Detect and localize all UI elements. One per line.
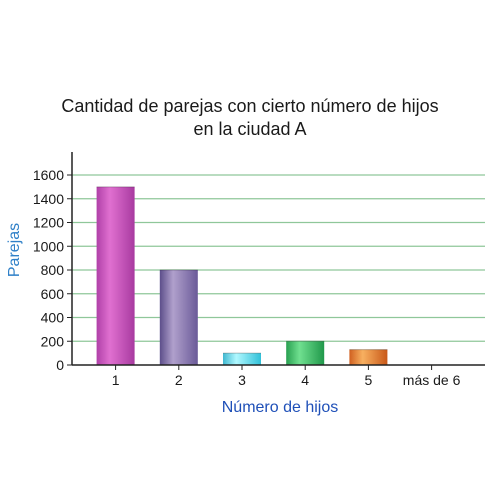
chart-title-line-1: Cantidad de parejas con cierto número de… xyxy=(61,96,439,116)
y-axis-label: Parejas xyxy=(6,223,23,277)
bars xyxy=(96,186,388,365)
x-axis-label: Número de hijos xyxy=(222,399,339,416)
y-tick-label: 1400 xyxy=(33,191,64,207)
y-tick-label: 400 xyxy=(41,310,65,326)
y-tick-label: 200 xyxy=(41,333,65,349)
y-tick-label: 1000 xyxy=(33,238,64,254)
bar-3 xyxy=(223,353,261,365)
y-tick-label: 600 xyxy=(41,286,65,302)
x-tick-label: 2 xyxy=(175,372,183,388)
bar-4 xyxy=(286,341,325,365)
x-tick-label: 1 xyxy=(112,372,120,388)
x-tick-label: 3 xyxy=(238,372,246,388)
x-tick-label: 4 xyxy=(301,372,309,388)
bar-2 xyxy=(159,270,198,365)
x-tick-labels: 1 2 3 4 5 más de 6 xyxy=(112,372,461,388)
y-tick-label: 0 xyxy=(56,357,64,373)
x-tick-label: más de 6 xyxy=(403,372,461,388)
chart-title-line-2: en la ciudad A xyxy=(193,119,307,139)
y-tick-label: 1200 xyxy=(33,215,64,231)
y-tick-label: 1600 xyxy=(33,167,64,183)
x-tick-label: 5 xyxy=(365,372,373,388)
bar-5 xyxy=(349,349,388,365)
bar-1 xyxy=(96,186,135,365)
axes xyxy=(67,152,485,370)
gridlines xyxy=(72,174,485,342)
y-tick-label: 800 xyxy=(41,262,65,278)
y-tick-labels: 0 200 400 600 800 1000 1200 1400 1600 xyxy=(33,167,64,373)
